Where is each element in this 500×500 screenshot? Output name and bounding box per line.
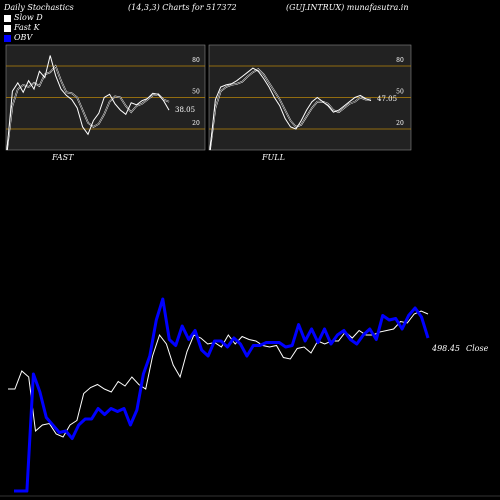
fast-tick-label-20: 20: [192, 120, 200, 127]
fast-last-value-label: 38.05: [175, 106, 195, 114]
full-tick-label-80: 80: [396, 57, 404, 64]
fast-series-fast-k: [6, 55, 170, 151]
legend-swatch-slow-d: [4, 14, 11, 22]
legend-label-obv: OBV: [14, 33, 33, 42]
close-value-label: 498.45: [431, 344, 460, 353]
fast-series-slow-d-core: [6, 65, 170, 151]
full-last-value-label: 47.05: [377, 95, 397, 103]
legend-label-slow-d: Slow D: [14, 13, 43, 22]
full-series-slow-d-core: [209, 68, 371, 151]
legend-swatch-fast-k: [4, 24, 11, 32]
legend-swatch-obv: [4, 34, 11, 42]
full-tick-label-20: 20: [396, 120, 404, 127]
full-panel-label: FULL: [261, 153, 285, 162]
chart-symbol: (GUJ.INTRUX) munafasutra.in: [286, 3, 409, 12]
legend-slow-d: Slow D: [4, 13, 43, 22]
fast-panel-label: FAST: [51, 153, 74, 162]
chart-title: Daily Stochastics: [4, 3, 74, 12]
fast-tick-label-50: 50: [192, 89, 200, 96]
full-series-fast-k: [209, 67, 372, 151]
close-price-series: [8, 310, 429, 438]
chart-params: (14,3,3) Charts for 517372: [128, 3, 237, 12]
full-tick-label-50: 50: [396, 89, 404, 96]
fast-tick-label-80: 80: [192, 57, 200, 64]
legend-obv: OBV: [4, 33, 32, 42]
close-label: Close: [466, 344, 489, 353]
legend-fast-k: Fast K: [4, 23, 40, 32]
obv-series: [14, 297, 430, 493]
legend-label-fast-k: Fast K: [14, 23, 40, 32]
